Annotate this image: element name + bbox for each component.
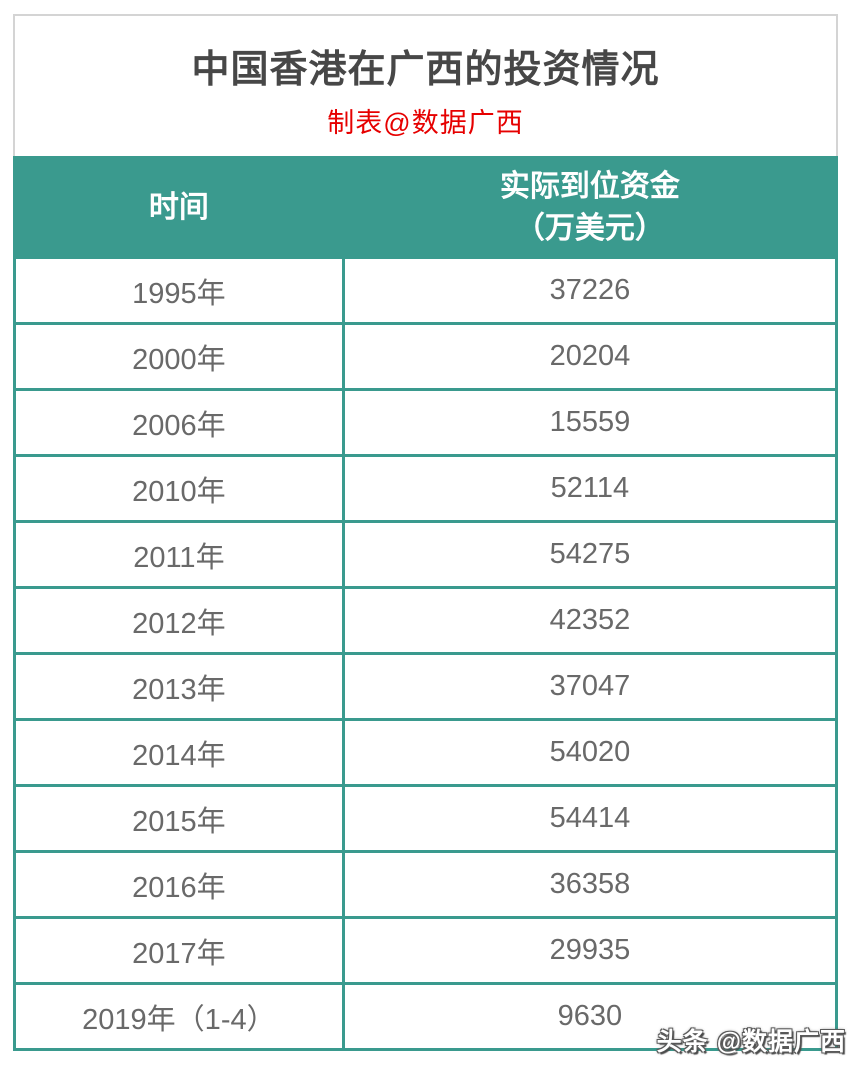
investment-table: 时间 实际到位资金 （万美元） 1995年 37226 2000年 20204 2006… <box>13 156 839 1051</box>
year-cell: 2010年 <box>13 454 345 523</box>
year-cell: 2015年 <box>13 784 345 853</box>
year-cell: 2016年 <box>13 850 345 919</box>
year-cell: 2011年 <box>13 520 345 589</box>
table-row: 2017年 29935 <box>13 916 839 985</box>
table-row: 2015年 54414 <box>13 784 839 853</box>
value-cell: 36358 <box>341 850 839 919</box>
value-cell: 15559 <box>341 388 839 457</box>
year-cell: 1995年 <box>13 256 345 325</box>
value-cell: 29935 <box>341 916 839 985</box>
table-row: 2012年 42352 <box>13 586 839 655</box>
table-row: 2006年 15559 <box>13 388 839 457</box>
table-row: 1995年 37226 <box>13 256 839 325</box>
table-row: 2011年 54275 <box>13 520 839 589</box>
year-cell: 2014年 <box>13 718 345 787</box>
header-cell-value: 实际到位资金 （万美元） <box>341 156 839 259</box>
value-cell: 54275 <box>341 520 839 589</box>
year-cell: 2019年（1-4） <box>13 982 345 1051</box>
table-row: 2016年 36358 <box>13 850 839 919</box>
table-row: 2000年 20204 <box>13 322 839 391</box>
infographic-card: 中国香港在广西的投资情况 制表@数据广西 时间 实际到位资金 （万美元） 199… <box>13 14 839 1051</box>
table-row: 2014年 54020 <box>13 718 839 787</box>
header-row: 时间 实际到位资金 （万美元） <box>13 156 839 259</box>
table-row: 2019年（1-4） 9630 <box>13 982 839 1051</box>
table-header: 时间 实际到位资金 （万美元） <box>13 156 839 259</box>
header-value-line1: 实际到位资金 <box>499 169 680 203</box>
value-cell: 54020 <box>341 718 839 787</box>
value-cell: 9630 <box>341 982 839 1051</box>
header-value-line2: （万美元） <box>514 211 665 245</box>
value-cell: 54414 <box>341 784 839 853</box>
year-cell: 2006年 <box>13 388 345 457</box>
table-row: 2013年 37047 <box>13 652 839 721</box>
table-row: 2010年 52114 <box>13 454 839 523</box>
year-cell: 2012年 <box>13 586 345 655</box>
page-subtitle: 制表@数据广西 <box>327 108 524 138</box>
value-cell: 37047 <box>341 652 839 721</box>
header-cell-time: 时间 <box>13 156 345 259</box>
year-cell: 2017年 <box>13 916 345 985</box>
value-cell: 52114 <box>341 454 839 523</box>
value-cell: 42352 <box>341 586 839 655</box>
page-title: 中国香港在广西的投资情况 <box>191 49 660 91</box>
value-cell: 20204 <box>341 322 839 391</box>
year-cell: 2000年 <box>13 322 345 391</box>
year-cell: 2013年 <box>13 652 345 721</box>
value-cell: 37226 <box>341 256 839 325</box>
table-body: 1995年 37226 2000年 20204 2006年 15559 2010年 52114… <box>13 256 839 1051</box>
title-area: 中国香港在广西的投资情况 制表@数据广西 <box>15 16 836 156</box>
